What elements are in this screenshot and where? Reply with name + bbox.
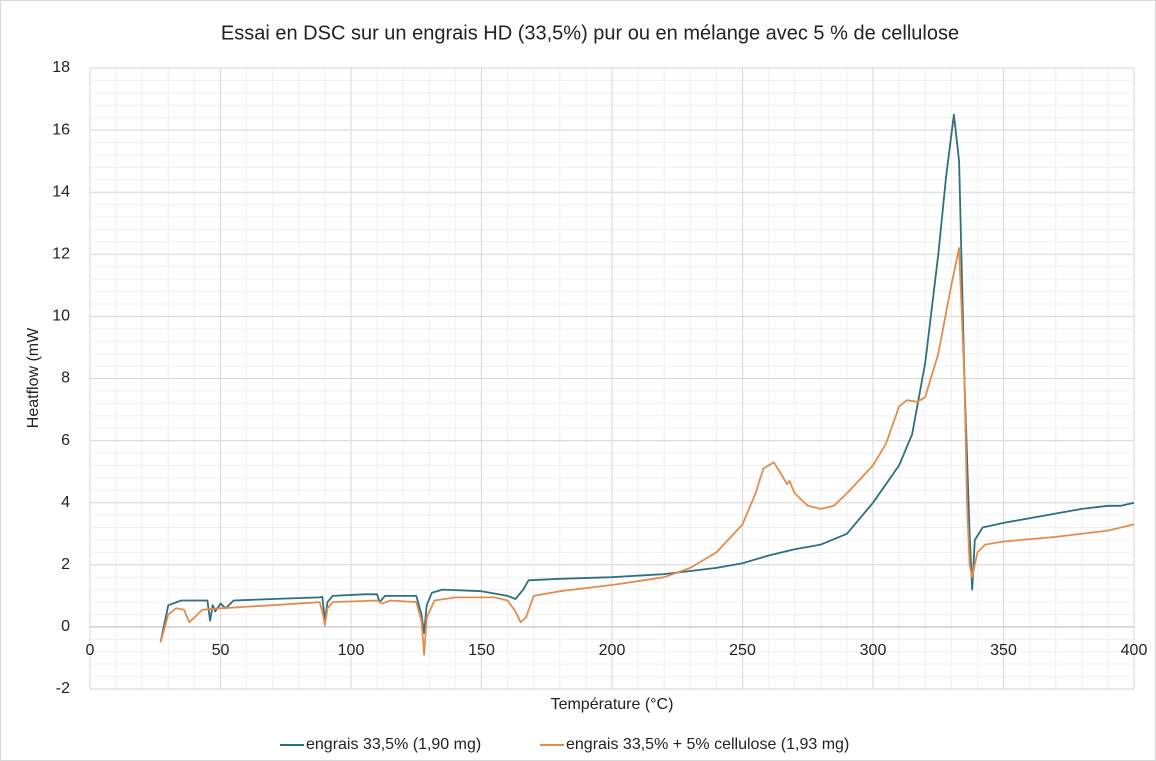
- x-tick-label: 100: [338, 642, 365, 659]
- legend-label: engrais 33,5% (1,90 mg): [306, 736, 481, 753]
- x-tick-label: 350: [990, 642, 1017, 659]
- y-tick-label: 16: [52, 121, 70, 138]
- y-tick-label: -2: [56, 680, 70, 697]
- x-tick-label: 250: [729, 642, 756, 659]
- y-tick-label: 4: [61, 494, 70, 511]
- x-tick-label: 150: [468, 642, 495, 659]
- y-tick-label: 14: [52, 183, 70, 200]
- x-tick-label: 300: [860, 642, 887, 659]
- y-tick-label: 10: [52, 308, 70, 325]
- y-tick-label: 2: [61, 556, 70, 573]
- y-tick-label: 6: [61, 432, 70, 449]
- y-tick-label: 12: [52, 246, 70, 263]
- x-tick-label: 0: [86, 642, 95, 659]
- chart-title: Essai en DSC sur un engrais HD (33,5%) p…: [221, 22, 959, 44]
- data-line: [159, 247, 1135, 656]
- legend-label: engrais 33,5% + 5% cellulose (1,93 mg): [566, 736, 849, 753]
- y-tick-label: 8: [61, 370, 70, 387]
- x-tick-label: 200: [599, 642, 626, 659]
- y-tick-label: 0: [61, 618, 70, 635]
- y-tick-label: 18: [52, 59, 70, 76]
- x-axis-label: Température (°C): [551, 696, 674, 713]
- y-axis-label: Heatflow (mW: [25, 327, 42, 428]
- x-tick-label: 400: [1121, 642, 1148, 659]
- x-tick-label: 50: [212, 642, 230, 659]
